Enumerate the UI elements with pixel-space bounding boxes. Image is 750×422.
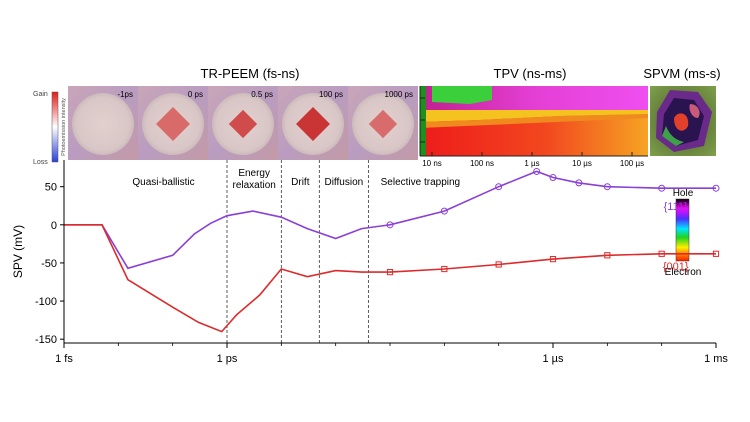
series-marker [441, 265, 448, 273]
header-trpeem: TR-PEEM (fs-ns) [201, 66, 300, 81]
series-marker [386, 268, 394, 276]
series-marker [658, 250, 665, 257]
series-marker [533, 167, 541, 175]
peem-frame-5: 1000 ps [348, 86, 418, 160]
series-line [64, 224, 716, 333]
tpv-tick-label: 10 ns [422, 159, 442, 168]
series-marker [495, 261, 502, 268]
peem-frame-2: 0 ps [138, 86, 208, 160]
series-marker [575, 179, 583, 187]
tpv-tick-label: 100 µs [620, 159, 644, 168]
peem-scale-label: Photoemission intensity [61, 98, 67, 156]
series-marker [603, 183, 611, 191]
peem-frame-1: -1ps [68, 86, 138, 160]
peem-frame-3: 0.5 ps [208, 86, 278, 160]
y-axis-label: SPV (mV) [11, 225, 25, 278]
tpv-tick-label: 1 µs [524, 159, 539, 168]
header-spvm: SPVM (ms-s) [643, 66, 720, 81]
y-tick-label: -150 [35, 334, 57, 346]
header-tpv: TPV (ns-ms) [494, 66, 567, 81]
y-tick-label: 50 [45, 182, 57, 194]
y-tick-label: 0 [51, 220, 57, 232]
x-tick-label: 1 fs [55, 353, 73, 365]
tpv-tick-label: 10 µs [572, 159, 592, 168]
series-marker [712, 250, 720, 257]
colorbar-electron: Electron [665, 267, 702, 278]
peem-scale-bar [51, 91, 59, 163]
x-tick-label: 1 µs [542, 353, 564, 365]
spvm-image [650, 86, 716, 156]
series-line [64, 170, 716, 270]
peem-frame-4-label: 100 ps [319, 90, 343, 99]
spv-chart: Quasi-ballistic Energy relaxation Drift Diff… [11, 160, 728, 365]
peem-frame-5-label: 1000 ps [385, 90, 413, 99]
series-label: {111} [664, 201, 688, 213]
region-label: Selective trapping [381, 177, 461, 188]
series-marker [495, 183, 503, 191]
region-label: Diffusion [324, 177, 363, 188]
series-label: {001} [663, 261, 689, 273]
peem-frame-3-label: 0.5 ps [251, 90, 273, 99]
peem-scale-top: Gain [33, 91, 48, 98]
peem-frame-4: 100 ps [278, 86, 348, 160]
tpv-map: 10 ns 100 ns 1 µs 10 µs 100 µs [419, 86, 648, 168]
series-marker [386, 221, 394, 229]
y-tick-label: -100 [35, 296, 57, 308]
x-tick-label: 1 ms [704, 353, 728, 365]
region-label: Energy relaxation [232, 168, 275, 191]
series-marker [549, 174, 557, 182]
y-tick-label: -50 [41, 258, 57, 270]
colorbar-hole: Hole [673, 188, 694, 199]
region-label: Drift [291, 177, 310, 188]
x-tick-label: 1 ps [217, 353, 238, 365]
region-label: Quasi-ballistic [132, 177, 194, 188]
series-marker [440, 207, 448, 215]
series-marker [604, 252, 611, 259]
series-marker [712, 184, 720, 192]
series-marker [658, 184, 666, 192]
series-marker [549, 256, 557, 263]
charge-colorbar [675, 198, 690, 262]
peem-frame-2-label: 0 ps [188, 90, 203, 99]
peem-frame-1-label: -1ps [117, 90, 133, 99]
peem-scale-bottom: Loss [33, 159, 48, 166]
tpv-tick-label: 100 ns [470, 159, 494, 168]
